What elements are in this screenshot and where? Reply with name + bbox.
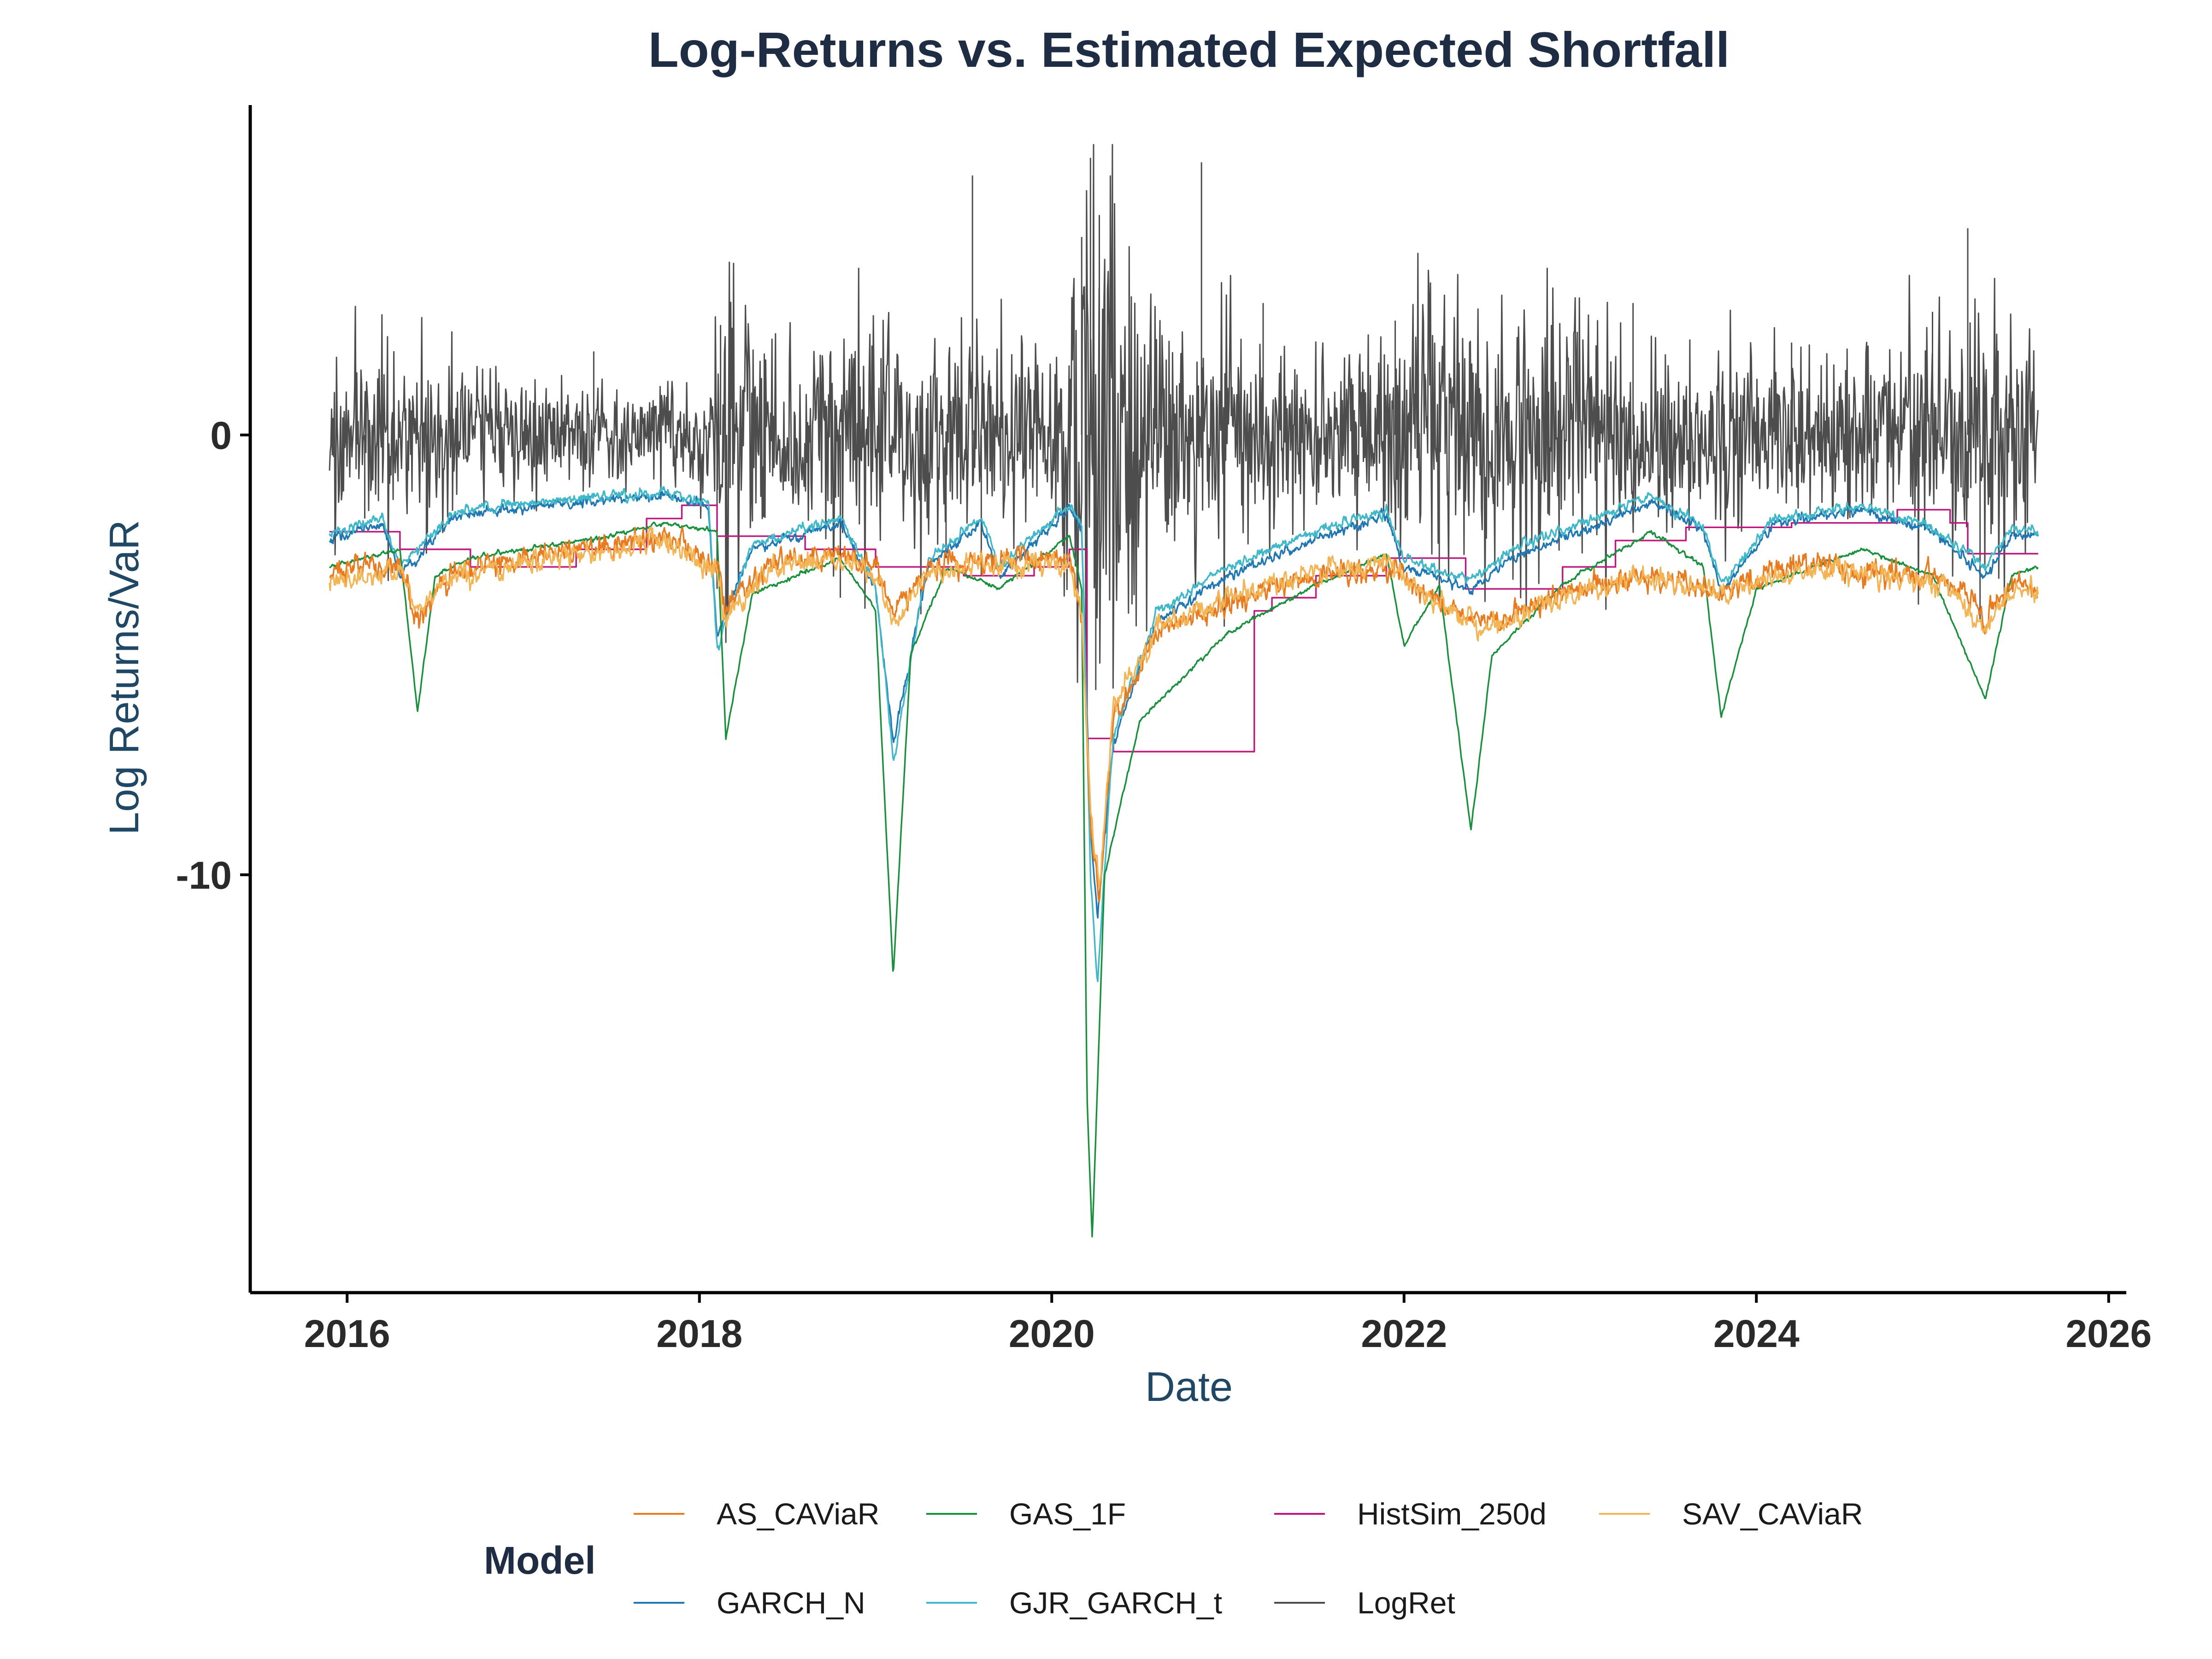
series-gas-1f-line	[329, 521, 2039, 1238]
series-logret-line	[329, 144, 2039, 725]
x-axis-ticks: 2016 2018 2020 2022 2024 2026	[304, 1293, 2152, 1355]
y-axis-title: Log Returns/VaR	[101, 520, 147, 835]
x-tick-label: 2020	[1009, 1312, 1095, 1355]
x-tick-label: 2016	[304, 1312, 390, 1355]
legend-label-garch-n: GARCH_N	[717, 1586, 865, 1620]
legend-title: Model	[484, 1539, 596, 1582]
chart-title: Log-Returns vs. Estimated Expected Short…	[648, 22, 1730, 77]
y-axis-ticks: 0 -10	[176, 414, 250, 897]
legend-label-gjr-garch-t: GJR_GARCH_t	[1009, 1586, 1222, 1620]
x-tick-label: 2022	[1361, 1312, 1447, 1355]
legend-label-histsim-250d: HistSim_250d	[1357, 1497, 1547, 1531]
legend: Model AS_CAViaR GAS_1F HistSim_250d SAV_CAV…	[484, 1497, 1863, 1620]
legend-label-as-caviar: AS_CAViaR	[717, 1497, 879, 1531]
series-gjr-garch-t-line	[329, 486, 2039, 982]
legend-label-logret: LogRet	[1357, 1586, 1455, 1620]
x-axis-title: Date	[1145, 1364, 1233, 1410]
y-tick-label: -10	[176, 853, 232, 897]
legend-label-sav-caviar: SAV_CAViaR	[1682, 1497, 1863, 1531]
plot-area	[329, 144, 2039, 1238]
x-tick-label: 2026	[2065, 1312, 2152, 1355]
x-tick-label: 2024	[1713, 1312, 1800, 1355]
x-tick-label: 2018	[656, 1312, 742, 1355]
series-garch-n-line	[329, 491, 2039, 919]
y-tick-label: 0	[210, 414, 232, 457]
legend-label-gas-1f: GAS_1F	[1009, 1497, 1126, 1531]
series-sav-caviar-line	[329, 526, 2039, 888]
